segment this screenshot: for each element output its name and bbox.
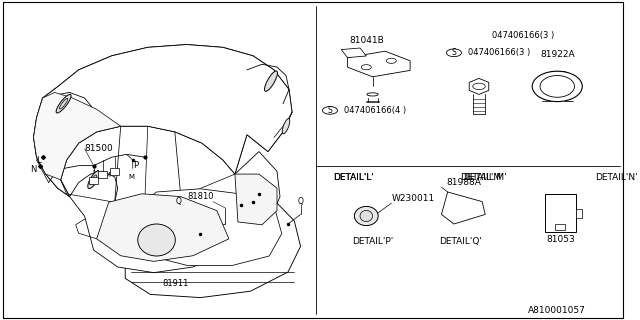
Text: 81988A: 81988A	[446, 178, 481, 187]
Text: 047406166(3 ): 047406166(3 )	[492, 31, 554, 40]
Text: 81911: 81911	[163, 279, 189, 288]
Polygon shape	[61, 126, 280, 273]
Text: 81041B: 81041B	[349, 36, 383, 44]
Text: W230011: W230011	[391, 194, 435, 203]
Text: L: L	[36, 156, 40, 164]
Text: S: S	[452, 48, 456, 57]
Text: 81922A: 81922A	[540, 50, 575, 59]
Polygon shape	[348, 51, 410, 77]
Polygon shape	[125, 182, 301, 298]
Text: 81053: 81053	[546, 236, 575, 244]
Text: 047406166(3 ): 047406166(3 )	[468, 48, 530, 57]
Polygon shape	[33, 92, 121, 180]
Text: DETAIL'M': DETAIL'M'	[460, 173, 504, 182]
Text: M-: M-	[92, 175, 100, 181]
Polygon shape	[89, 177, 98, 184]
Polygon shape	[33, 44, 292, 196]
Text: Q: Q	[298, 197, 303, 206]
Polygon shape	[235, 174, 277, 225]
Ellipse shape	[88, 171, 100, 188]
Text: 81500: 81500	[84, 144, 113, 153]
Bar	[545, 194, 576, 232]
Text: M-: M-	[92, 170, 100, 176]
Polygon shape	[469, 78, 489, 94]
Text: M: M	[104, 172, 110, 179]
Polygon shape	[442, 192, 485, 224]
Ellipse shape	[367, 93, 378, 96]
Ellipse shape	[540, 76, 575, 97]
Text: Q: Q	[175, 197, 181, 206]
Ellipse shape	[532, 71, 582, 102]
Polygon shape	[33, 44, 292, 196]
Bar	[556, 224, 565, 230]
Text: DETAIL'M': DETAIL'M'	[463, 173, 507, 182]
Ellipse shape	[60, 98, 68, 109]
Text: M: M	[128, 174, 134, 180]
Text: P: P	[132, 161, 138, 170]
Text: A810001057: A810001057	[528, 306, 586, 315]
Text: DETAIL'P': DETAIL'P'	[352, 237, 393, 246]
Ellipse shape	[138, 224, 175, 256]
Ellipse shape	[56, 94, 71, 113]
Text: DETAIL'N': DETAIL'N'	[595, 173, 638, 182]
Ellipse shape	[282, 119, 290, 134]
Ellipse shape	[91, 175, 97, 184]
Text: 047406166(4 ): 047406166(4 )	[344, 106, 406, 115]
Ellipse shape	[264, 71, 278, 92]
Bar	[576, 209, 582, 218]
Text: N: N	[30, 165, 36, 174]
Ellipse shape	[355, 206, 378, 226]
Text: 81810: 81810	[188, 192, 214, 201]
Polygon shape	[97, 194, 229, 261]
Text: S: S	[328, 106, 332, 115]
Polygon shape	[110, 168, 119, 175]
Text: DETAIL'L': DETAIL'L'	[333, 173, 374, 182]
Polygon shape	[98, 171, 107, 178]
Polygon shape	[138, 189, 282, 266]
Polygon shape	[341, 48, 366, 58]
Ellipse shape	[360, 211, 372, 221]
Text: DETAIL'Q': DETAIL'Q'	[439, 237, 482, 246]
Text: DETAIL'L': DETAIL'L'	[333, 173, 374, 182]
